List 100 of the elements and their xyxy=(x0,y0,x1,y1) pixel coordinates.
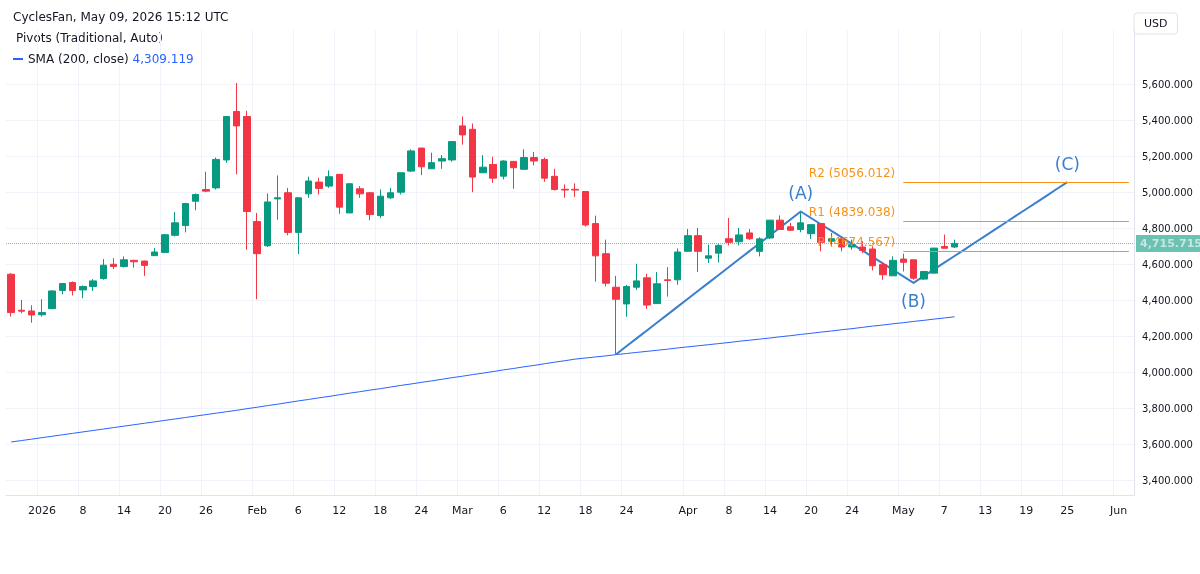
candlestick xyxy=(705,244,712,264)
candlestick xyxy=(202,171,210,193)
y-tick-label: 4,400.000 xyxy=(1142,294,1193,306)
candlestick xyxy=(253,212,261,300)
candlestick xyxy=(797,211,804,233)
candlestick xyxy=(110,257,117,270)
candlestick xyxy=(746,228,753,241)
x-tick-label: 7 xyxy=(940,504,948,517)
candlestick xyxy=(315,177,323,196)
candlestick xyxy=(459,116,466,146)
candlestick xyxy=(633,263,640,291)
candlestick xyxy=(428,152,435,170)
candlestick xyxy=(766,219,774,240)
candlestick xyxy=(38,298,46,318)
candlestick xyxy=(438,154,446,170)
data-label: (C) xyxy=(1054,153,1080,174)
y-tick-label: 5,600.000 xyxy=(1142,78,1193,90)
candlestick xyxy=(900,253,907,273)
candlestick xyxy=(264,192,271,248)
candlestick xyxy=(305,176,312,199)
candlestick xyxy=(366,191,374,221)
candlestick xyxy=(469,123,476,193)
candlestick xyxy=(295,197,302,255)
candlestick xyxy=(397,172,405,196)
candlestick xyxy=(756,236,763,257)
candlestick xyxy=(530,151,538,166)
x-tick-label: Jun xyxy=(1109,504,1128,517)
candlestick xyxy=(192,192,199,211)
x-tick-label: 20 xyxy=(157,504,172,517)
candlestick xyxy=(79,285,87,299)
x-tick-label: 8 xyxy=(725,504,733,517)
x-tick-label: 12 xyxy=(537,504,552,517)
candlestick xyxy=(387,187,394,200)
candlestick xyxy=(920,271,928,281)
candlestick xyxy=(941,234,948,249)
candlestick xyxy=(653,271,661,305)
x-tick-label: 2026 xyxy=(27,504,56,517)
candlestick xyxy=(520,148,528,170)
y-tick-label: 4,600.000 xyxy=(1142,258,1193,270)
y-tick-label: 5,000.000 xyxy=(1142,186,1193,198)
x-tick-label: 6 xyxy=(499,504,507,517)
line-series xyxy=(615,181,1069,356)
candlestick xyxy=(664,266,671,298)
candlestick xyxy=(151,247,158,257)
candlestick xyxy=(346,183,353,214)
line-series xyxy=(10,316,956,443)
candlestick xyxy=(582,190,589,228)
y-tick-label: 4,000.000 xyxy=(1142,366,1193,378)
candlestick xyxy=(561,183,569,199)
x-tick-label: 25 xyxy=(1060,504,1075,517)
candlestick xyxy=(233,82,240,175)
x-tick-label: 18 xyxy=(373,504,388,517)
y-tick-label: 5,200.000 xyxy=(1142,150,1193,162)
candlestick xyxy=(869,245,876,271)
x-tick-label: 20 xyxy=(803,504,818,517)
data-label: (B) xyxy=(901,291,926,312)
candlestick xyxy=(776,214,784,231)
candlestick xyxy=(141,260,148,277)
x-tick-label: 26 xyxy=(198,504,213,517)
x-tick-label: Mar xyxy=(451,504,474,517)
x-tick-label: 24 xyxy=(414,504,429,517)
x-tick-label: 18 xyxy=(578,504,593,517)
candlestick xyxy=(725,217,733,246)
candlestick xyxy=(448,141,456,163)
x-tick-label: 12 xyxy=(332,504,347,517)
annotation: 4,309.119 xyxy=(132,52,194,66)
candlestick xyxy=(48,289,56,310)
candlestick xyxy=(28,304,35,324)
candlestick xyxy=(735,227,743,246)
chart-title: CyclesFan, May 09, 2026 15:12 UTC xyxy=(13,10,229,24)
candlestick xyxy=(284,187,292,236)
candlestick xyxy=(418,147,425,176)
legend-label: SMA (200, close) xyxy=(28,52,129,66)
x-tick-label: May xyxy=(891,504,916,517)
candlestick xyxy=(243,110,251,251)
y-tick-label: 5,400.000 xyxy=(1142,114,1193,126)
candlestick xyxy=(100,258,107,281)
candlestick xyxy=(479,154,487,174)
candlestick xyxy=(325,169,333,189)
x-tick-label: Apr xyxy=(678,504,698,517)
candlestick xyxy=(130,259,138,269)
x-tick-label: 6 xyxy=(294,504,302,517)
x-tick-label: 24 xyxy=(845,504,859,517)
candlestick xyxy=(643,273,651,310)
candlestick xyxy=(377,189,384,219)
candlestick xyxy=(89,278,97,292)
ref-line-label: R2 (5056.012) xyxy=(808,166,896,181)
x-tick-label: 8 xyxy=(79,504,87,517)
candlestick xyxy=(807,224,815,240)
candlestick xyxy=(889,255,897,277)
candlestick xyxy=(407,148,415,173)
candlestick xyxy=(951,239,958,249)
candlestick xyxy=(212,157,220,191)
ref-line-label: R1 (4839.038) xyxy=(808,205,896,220)
candlestick xyxy=(551,168,558,191)
candlestick xyxy=(274,174,281,221)
candlestick xyxy=(684,228,692,252)
candlestick xyxy=(541,157,548,183)
candlestick xyxy=(489,156,497,184)
candlestick xyxy=(787,222,794,232)
